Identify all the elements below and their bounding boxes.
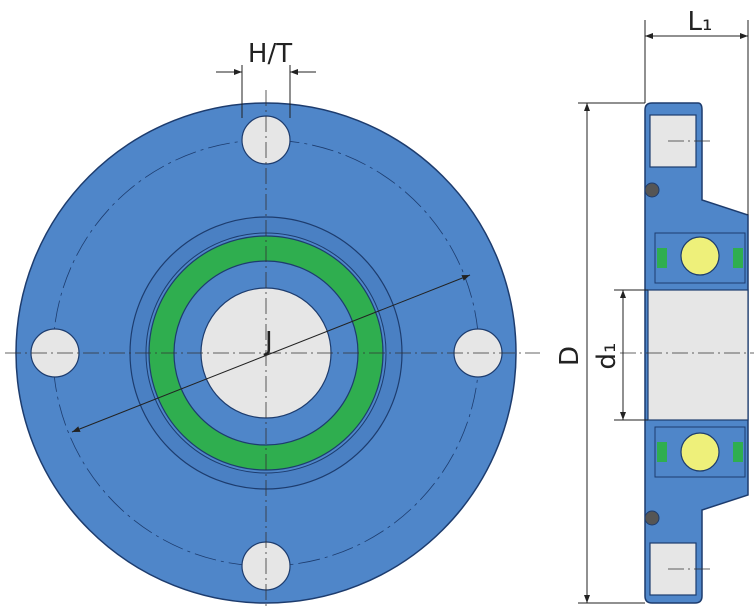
- bore-label: d₁: [592, 343, 622, 370]
- hole-label: H/T: [248, 39, 292, 69]
- front-view: J H/T: [5, 39, 540, 607]
- side-view: L₁ D d₁: [555, 7, 754, 604]
- seal-section: [733, 442, 743, 462]
- seal-section: [733, 248, 743, 268]
- seal-section: [657, 442, 667, 462]
- seal-section: [657, 248, 667, 268]
- ball: [680, 236, 720, 276]
- bolt-circle-label: J: [263, 327, 273, 357]
- grease-nipple: [644, 182, 660, 198]
- length-label: L₁: [688, 7, 713, 37]
- grease-nipple: [644, 510, 660, 526]
- ball: [680, 432, 720, 472]
- diameter-label: D: [555, 346, 585, 366]
- dimension-line: [71, 274, 471, 433]
- bore-section: [647, 289, 749, 421]
